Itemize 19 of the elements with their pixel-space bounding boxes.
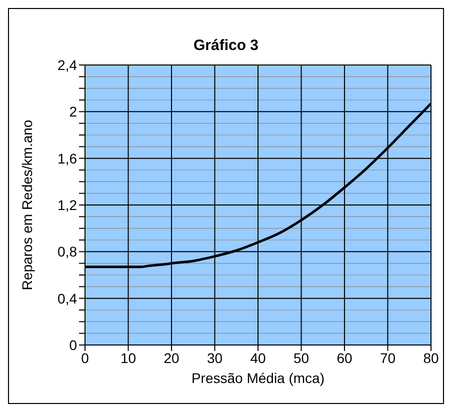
y-tick-label: 1,6 (58, 150, 78, 166)
y-axis-title: Reparos em Redes/km.ano (18, 120, 35, 290)
x-tick-label: 80 (423, 350, 439, 366)
x-tick-label: 20 (164, 350, 180, 366)
y-tick-label: 0 (69, 336, 78, 353)
x-tick-label: 0 (81, 350, 90, 366)
x-axis-title: Pressão Média (mca) (191, 370, 325, 386)
x-tick-label: 40 (250, 350, 266, 366)
chart-title: Gráfico 3 (192, 37, 260, 54)
y-tick-label: 1,2 (58, 196, 78, 213)
y-tick-label: 0,4 (58, 290, 78, 306)
x-tick-label: 30 (206, 350, 223, 366)
x-tick-label: 60 (336, 350, 352, 366)
y-tick-label: 0,8 (58, 244, 78, 260)
x-tick-label: 70 (380, 350, 396, 366)
x-tick-label: 50 (293, 350, 310, 366)
y-tick-label: 2 (69, 104, 78, 120)
x-tick-label: 10 (120, 350, 136, 366)
y-tick-label: 2,4 (58, 56, 78, 73)
